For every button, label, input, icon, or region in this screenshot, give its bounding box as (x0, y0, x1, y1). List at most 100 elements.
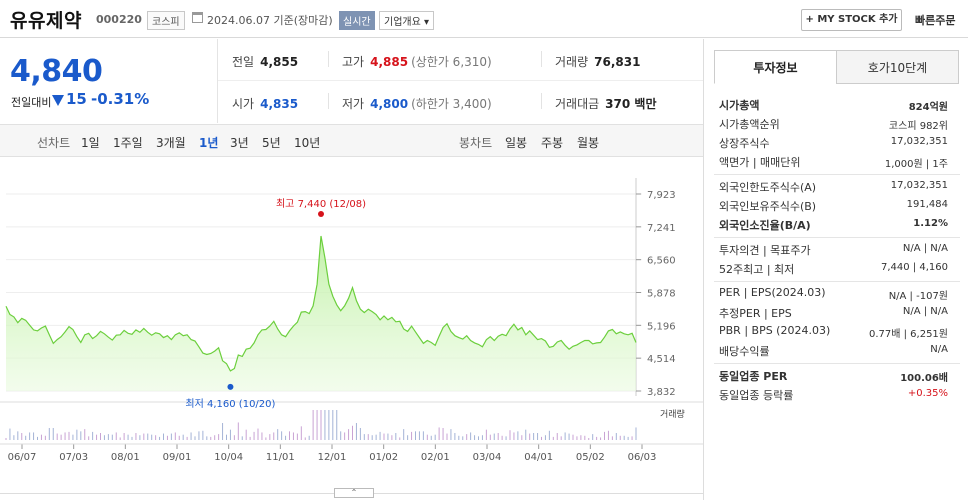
info-label: 외국인한도주식수(A) (719, 181, 817, 194)
amount-label: 거래대금 (555, 97, 600, 111)
volume-bar (355, 423, 357, 440)
volume-bar (281, 431, 283, 440)
volume-bar (9, 428, 11, 440)
volume-bar (100, 433, 101, 440)
info-group: 시가총액 824억원 시가총액순위 코스피 982위 상장주식수 17,032,351 액면… (714, 93, 960, 175)
info-row: 추정PER | EPS N/A | N/A (714, 303, 960, 322)
volume-bar (584, 435, 586, 440)
stock-header: 유유제약 000220 코스피 2024.06.07 기준(장마감) 실시간 기… (0, 0, 968, 38)
quick-order-button[interactable]: 빠른주문 (915, 14, 956, 27)
volume-bar (147, 433, 149, 440)
volume-bar (111, 434, 113, 440)
info-value: N/A (930, 344, 948, 355)
info-label: 동일업종 등락률 (719, 389, 794, 402)
volume-bar (615, 433, 617, 440)
volume-bar (470, 432, 472, 440)
volume-bar (233, 435, 235, 440)
candle-weekly[interactable]: 주봉 (541, 136, 564, 150)
volume-bar (493, 433, 495, 440)
volume-bar (64, 432, 66, 440)
info-value: 코스피 982위 (888, 121, 948, 132)
volume-bar (552, 436, 554, 440)
min-annotation: 최저 4,160 (10/20) (185, 398, 275, 410)
tab-hoga[interactable]: 호가10단계 (836, 50, 959, 84)
y-tick-label: 5,878 (647, 289, 676, 300)
volume-bar (17, 431, 19, 440)
info-row: 52주최고 | 최저 7,440 | 4,160 (714, 259, 960, 278)
period-3m[interactable]: 3개월 (156, 136, 186, 150)
volume-bar (229, 429, 231, 440)
tab-invest-info[interactable]: 투자정보 (714, 50, 837, 84)
panel-divider (703, 39, 704, 500)
y-tick-label: 7,241 (647, 223, 676, 234)
price-area (6, 236, 636, 391)
volume-bar (607, 430, 609, 440)
volume-bar (481, 435, 483, 440)
volume-bar (214, 435, 216, 440)
volume-bar (418, 431, 420, 440)
y-tick-label: 3,832 (647, 387, 676, 398)
info-group: 외국인한도주식수(A) 17,032,351 외국인보유주식수(B) 191,484 외… (714, 175, 960, 238)
volume-bar (143, 433, 145, 440)
realtime-badge[interactable]: 실시간 (339, 11, 375, 30)
volume-bar (29, 432, 31, 440)
open-price: 시가 4,835 (232, 95, 298, 112)
volume-bar (627, 436, 629, 440)
volume-bar (438, 427, 440, 440)
candle-chart-label: 봉차트 (459, 136, 493, 150)
line-chart-label: 선차트 (37, 136, 71, 150)
volume-bar (107, 434, 109, 440)
volume-bar (411, 431, 413, 440)
period-5y[interactable]: 5년 (262, 136, 281, 150)
prev-close-label: 전일 (232, 55, 255, 69)
volume-bar (324, 410, 326, 440)
volume-bar (92, 431, 94, 440)
add-my-stock-button[interactable]: + MY STOCK 추가 (801, 9, 902, 31)
volume-bar (88, 436, 90, 440)
info-value: 191,484 (906, 199, 948, 210)
info-row: 시가총액순위 코스피 982위 (714, 114, 960, 133)
low-price: 저가 4,800 (하한가 3,400) (342, 95, 492, 112)
corp-info-dropdown[interactable]: 기업개요 ▾ (379, 11, 434, 30)
volume-bar (296, 433, 298, 440)
price-chart: 7,923 7,241 6,560 5,878 5,196 4,514 3,832 06/0… (0, 158, 704, 500)
chart-collapse-button[interactable]: ⌃ (334, 488, 374, 498)
info-row: PER | EPS(2024.03) N/A | -107원 (714, 284, 960, 303)
volume-bar (541, 436, 542, 440)
info-value: 1,000원 | 1주 (884, 159, 948, 170)
volume-bar (371, 435, 373, 440)
volume-bar (466, 434, 468, 440)
x-tick-label: 01/02 (369, 452, 398, 463)
stock-name: 유유제약 (10, 10, 82, 32)
info-row: 시가총액 824억원 (714, 95, 960, 114)
market-badge: 코스피 (147, 11, 185, 30)
max-point (318, 211, 324, 217)
period-1d[interactable]: 1일 (81, 136, 100, 150)
period-1w[interactable]: 1주일 (113, 136, 143, 150)
volume-bar (442, 428, 444, 440)
candle-daily[interactable]: 일봉 (505, 136, 528, 150)
info-value: 100.06배 (900, 373, 948, 384)
candle-monthly[interactable]: 월봉 (577, 136, 600, 150)
prev-close-value: 4,855 (260, 55, 299, 69)
x-tick-label: 07/03 (59, 452, 88, 463)
volume-bar (5, 438, 7, 440)
info-row: 외국인보유주식수(B) 191,484 (714, 196, 960, 215)
volume-bar (186, 436, 188, 440)
price-chart-svg: 7,923 7,241 6,560 5,878 5,196 4,514 3,832 06/0… (0, 178, 704, 463)
info-value: N/A | -107원 (888, 291, 948, 302)
volume-bar (166, 435, 168, 440)
info-row: 배당수익률 N/A (714, 341, 960, 360)
info-label: 투자의견 | 목표주가 (719, 244, 811, 257)
info-row: 액면가 | 매매단위 1,000원 | 1주 (714, 152, 960, 171)
chart-toolbar: 선차트 1일 1주일 3개월 1년 3년 5년 10년 봉차트 일봉 주봉 월봉 (0, 124, 704, 157)
volume-bar (163, 433, 164, 440)
volume-bar (489, 434, 491, 440)
high-price: 고가 4,885 (상한가 6,310) (342, 53, 492, 70)
period-3y[interactable]: 3년 (230, 136, 249, 150)
y-tick-label: 5,196 (647, 321, 676, 332)
period-1y[interactable]: 1년 (199, 136, 219, 150)
volume-bar (308, 435, 310, 440)
volume-label: 거래량 (555, 55, 589, 69)
period-10y[interactable]: 10년 (294, 136, 321, 150)
